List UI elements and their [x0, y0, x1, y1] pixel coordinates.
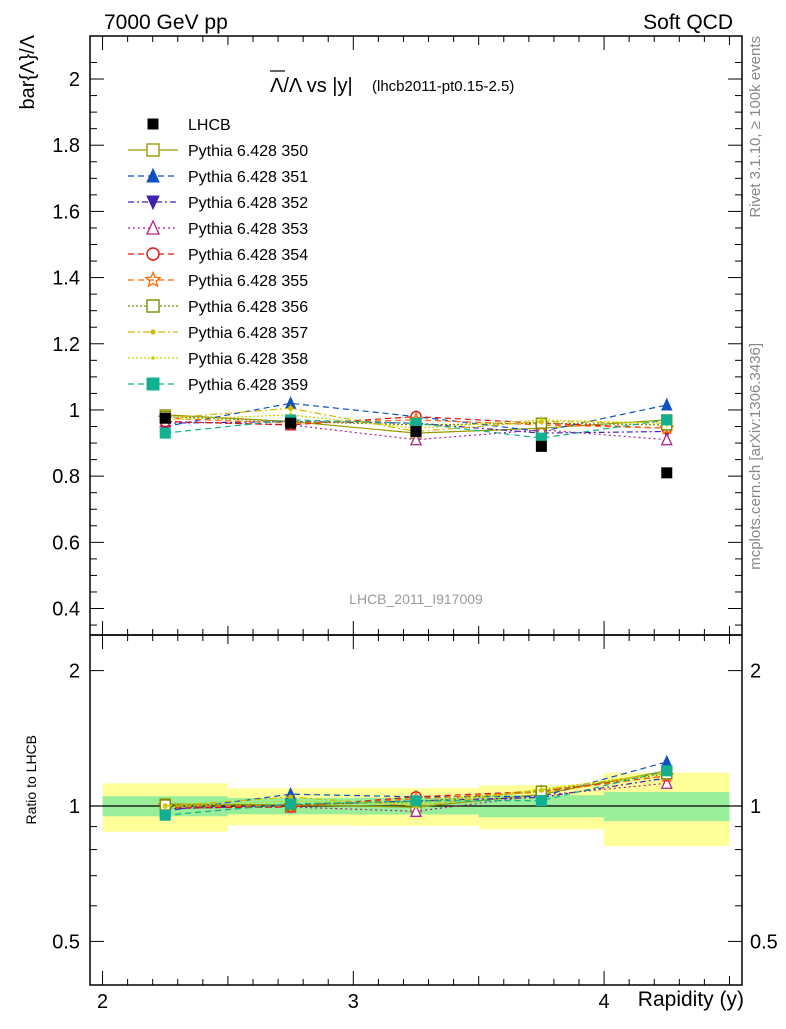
legend-item-356: Pythia 6.428 356 [128, 299, 308, 316]
legend-label: Pythia 6.428 359 [188, 377, 308, 394]
y-tick-label: 2 [69, 69, 80, 91]
legend-item-355: Pythia 6.428 355 [128, 270, 308, 290]
ratio-tick-label-right: 2 [750, 661, 761, 683]
ratio-tick-label: 0.5 [52, 931, 80, 953]
legend: LHCB Pythia 6.428 350 Pythia 6.428 351 Pyth… [128, 117, 308, 394]
ratio-frame [89, 634, 743, 986]
legend-label: Pythia 6.428 354 [188, 247, 308, 264]
ratio-point-353 [660, 775, 673, 789]
header-right: Soft QCD [643, 11, 733, 34]
ratio-tick-label: 2 [69, 661, 80, 683]
legend-label: Pythia 6.428 352 [188, 195, 308, 212]
x-axis-label: Rapidity (y) [638, 988, 744, 1011]
legend-item-357: Pythia 6.428 357 [128, 325, 308, 342]
legend-marker-lhcb [147, 118, 159, 130]
series-point-351 [660, 397, 673, 411]
ratio-point-353 [409, 803, 423, 817]
legend-marker [146, 247, 160, 261]
y-tick-label: 1.6 [52, 201, 80, 223]
legend-marker [145, 219, 161, 235]
y-tick-label: 0.8 [52, 466, 80, 488]
x-tick-label: 3 [348, 991, 359, 1013]
legend-item-358: Pythia 6.428 358 [128, 351, 308, 368]
legend-item-359: Pythia 6.428 359 [128, 377, 308, 394]
legend-label: Pythia 6.428 358 [188, 351, 308, 368]
data-point-lhcb [661, 467, 673, 479]
ratio-y-axis-label: Ratio to LHCB [23, 735, 39, 824]
legend-label: Pythia 6.428 350 [188, 143, 308, 160]
series-line-357 [165, 407, 667, 433]
ratio-tick-label-right: 1 [750, 796, 761, 818]
legend-item-352: Pythia 6.428 352 [128, 195, 308, 212]
main-series-layer [157, 396, 675, 479]
x-tick-label: 4 [599, 991, 610, 1013]
legend-label: Pythia 6.428 357 [188, 325, 308, 342]
legend-label: Pythia 6.428 353 [188, 221, 308, 238]
legend-item-lhcb: LHCB [147, 117, 231, 134]
series-point-353 [660, 432, 673, 446]
series-point-359 [159, 427, 171, 439]
legend-marker [146, 167, 160, 183]
legend-marker [146, 195, 160, 211]
ratio-point-359 [285, 798, 297, 810]
chart-title: Λ/Λ vs |y| (lhcb2011-pt0.15-2.5) [270, 70, 514, 97]
data-point-lhcb [535, 440, 547, 452]
mcplots-label: mcplots.cern.ch [arXiv:1306.3436] [747, 343, 764, 570]
ratio-point-359 [535, 795, 547, 807]
y-tick-label: 0.6 [52, 532, 80, 554]
legend-item-350: Pythia 6.428 350 [128, 143, 308, 160]
legend-label: Pythia 6.428 355 [188, 273, 308, 290]
legend-marker [144, 270, 162, 288]
ratio-tick-label: 1 [69, 796, 80, 818]
ratio-point-359 [159, 809, 171, 821]
series-point-358 [539, 418, 544, 422]
y-tick-label: 1.2 [52, 334, 80, 356]
y-tick-label: 1 [69, 400, 80, 422]
series-point-359 [661, 414, 673, 426]
ratio-point-358 [163, 805, 168, 809]
legend-item-353: Pythia 6.428 353 [128, 219, 308, 238]
ratio-point-351 [660, 754, 673, 768]
y-tick-label: 0.4 [52, 599, 80, 621]
y-tick-label: 1.4 [52, 268, 80, 290]
legend-marker [146, 377, 160, 391]
watermark: LHCB_2011_I917009 [349, 591, 483, 607]
legend-marker [151, 356, 155, 360]
series-point-357 [288, 405, 294, 411]
header-left: 7000 GeV pp [104, 11, 228, 34]
legend-item-351: Pythia 6.428 351 [128, 167, 308, 186]
x-tick-label: 2 [97, 991, 108, 1013]
legend-item-354: Pythia 6.428 354 [128, 247, 308, 264]
ratio-tick-label-right: 0.5 [750, 931, 778, 953]
y-axis-label: bar{Λ}/Λ [17, 34, 39, 109]
data-point-lhcb [159, 412, 171, 424]
ratio-point-358 [539, 787, 544, 791]
legend-label: Pythia 6.428 351 [188, 169, 308, 186]
chart-title-main: Λ/Λ vs |y| [270, 75, 353, 97]
y-tick-label: 1.8 [52, 135, 80, 157]
ratio-point-359 [661, 765, 673, 777]
data-point-lhcb [285, 417, 297, 429]
chart-title-sub: (lhcb2011-pt0.15-2.5) [372, 78, 514, 95]
legend-label: Pythia 6.428 356 [188, 299, 308, 316]
ratio-point-357 [288, 794, 294, 800]
ratio-point-359 [410, 795, 422, 807]
data-point-lhcb [410, 425, 422, 437]
legend-label-lhcb: LHCB [188, 117, 231, 134]
legend-marker [146, 143, 160, 157]
legend-marker [150, 329, 156, 335]
ratio-series-layer [157, 754, 675, 821]
legend-marker [146, 299, 160, 313]
series-point-353 [409, 432, 423, 446]
rivet-label: Rivet 3.1.10, ≥ 100k events [747, 36, 764, 218]
